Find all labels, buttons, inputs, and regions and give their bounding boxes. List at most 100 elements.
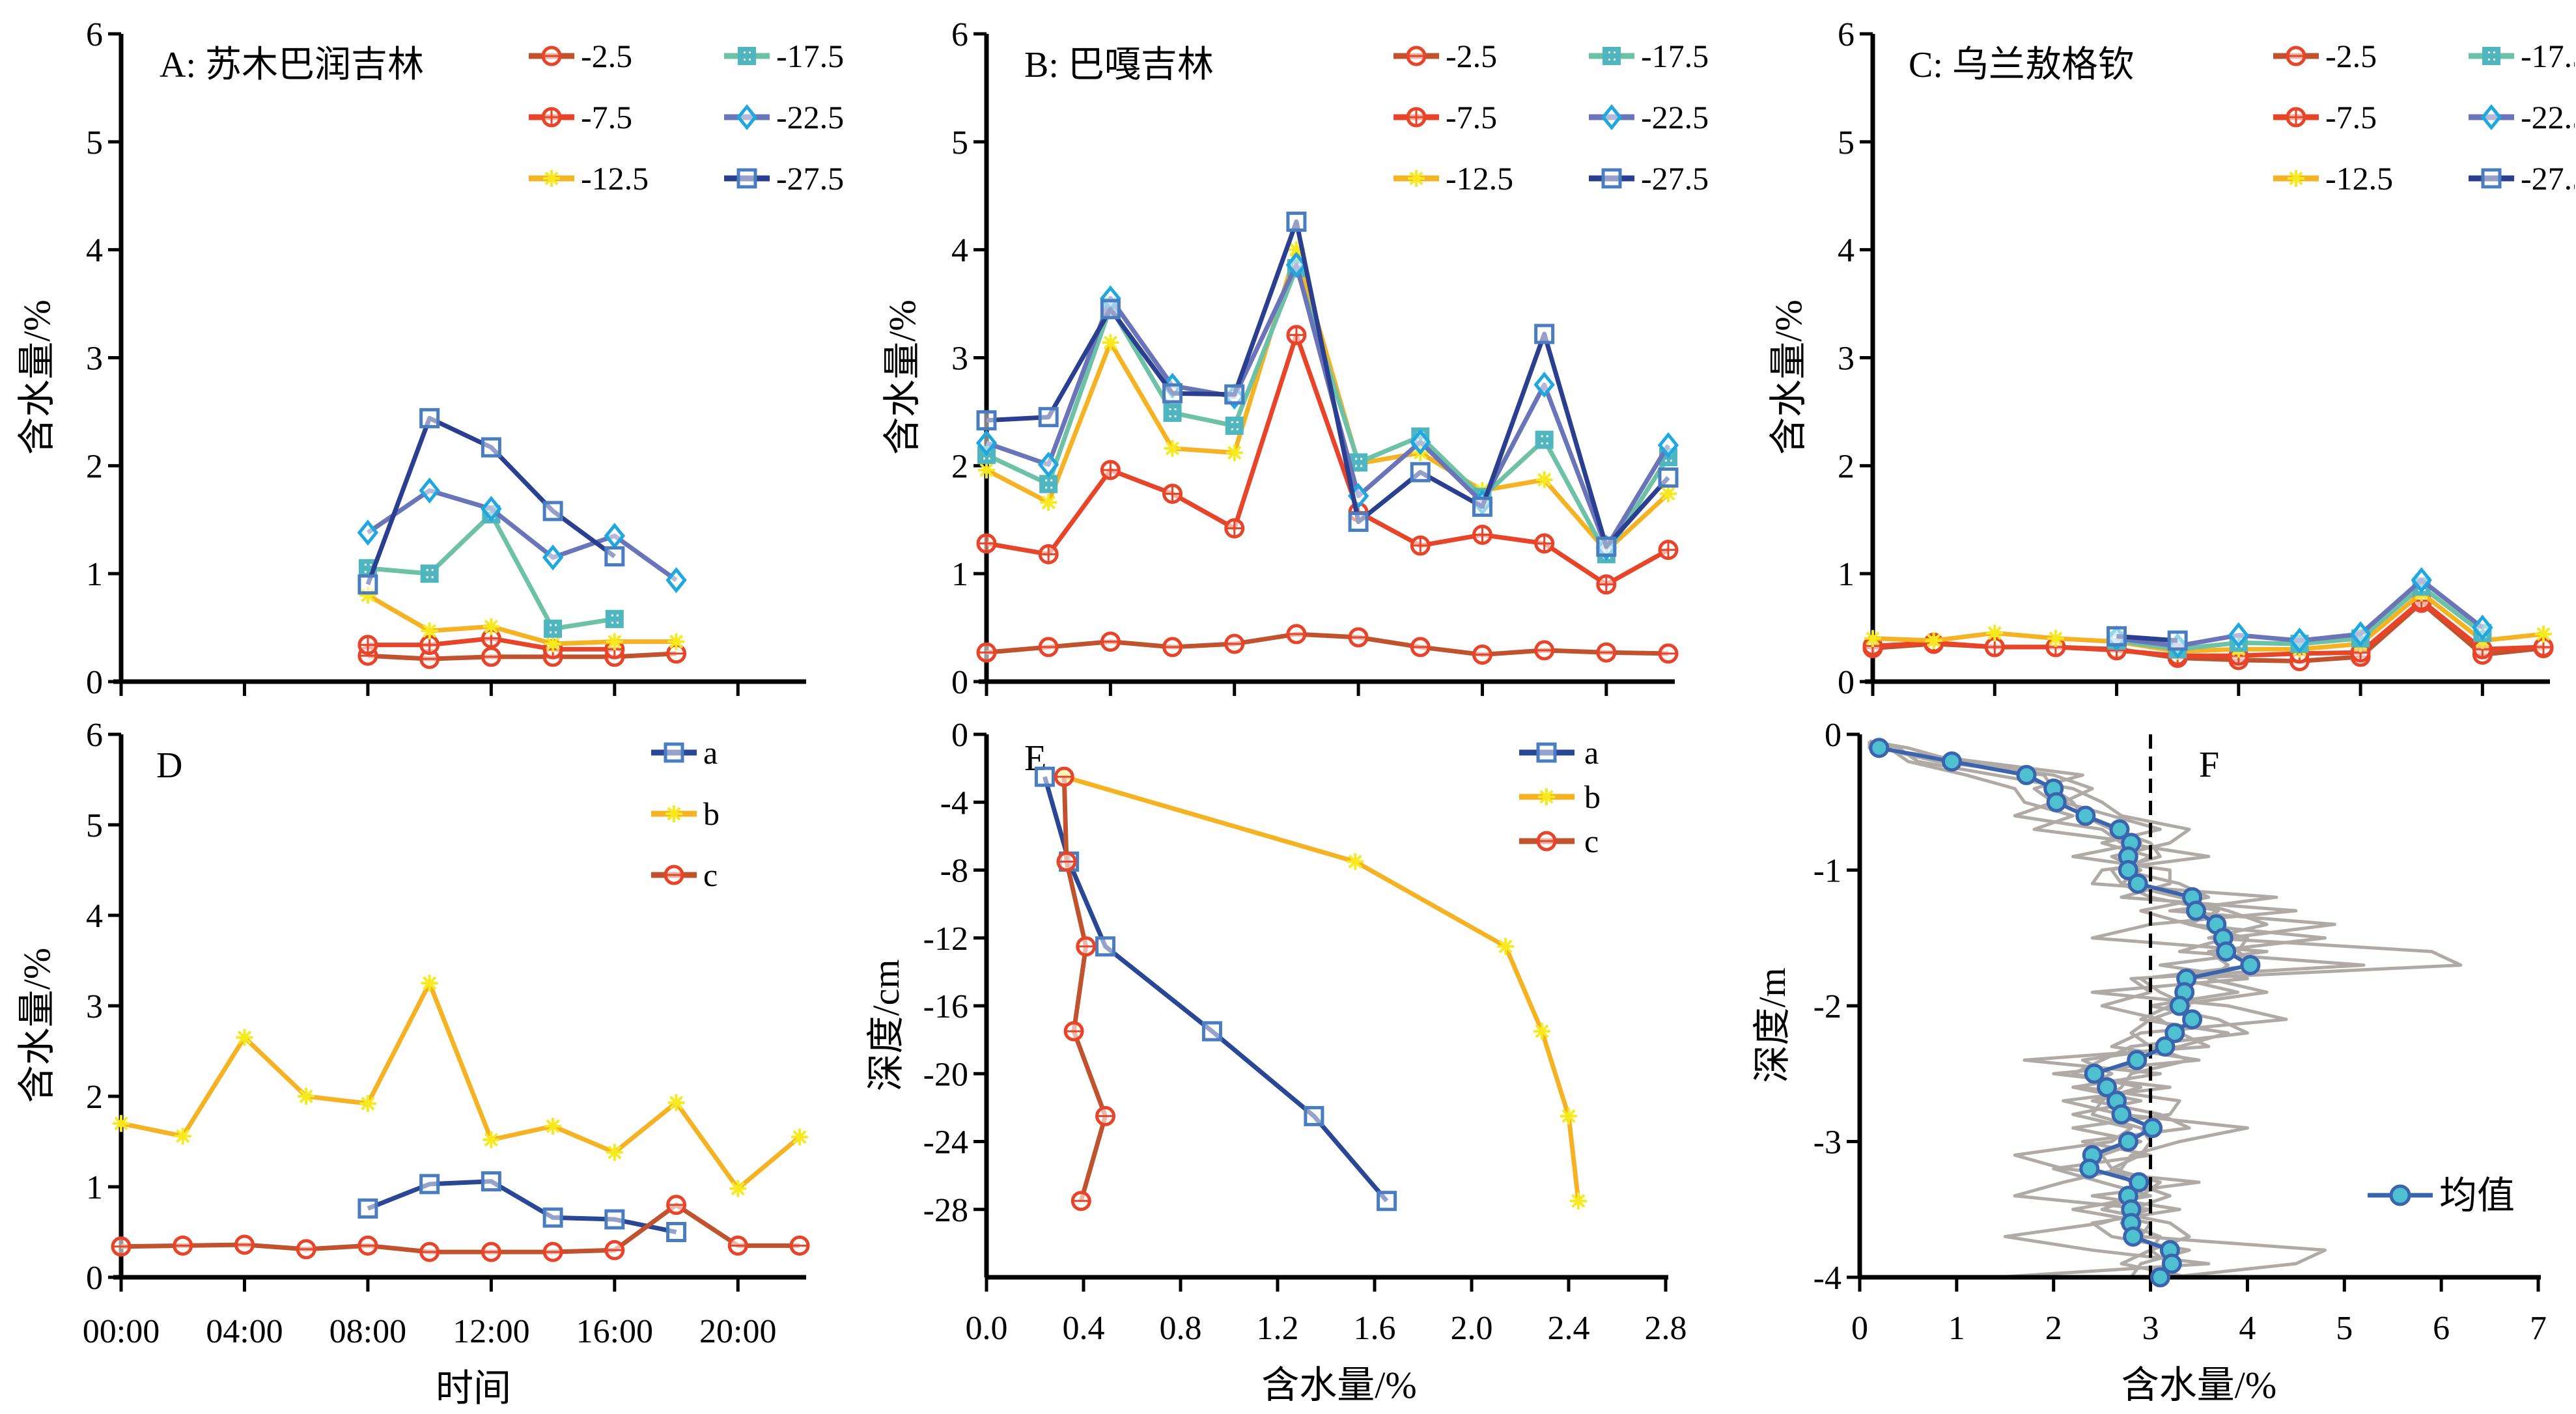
data-point [979, 463, 994, 477]
data-point [1498, 939, 1513, 954]
data-point [484, 619, 498, 634]
legend-marker [664, 742, 684, 763]
panel-b: 012345600:0004:0008:0012:0016:0020:00时间含… [858, 0, 1716, 707]
legend-marker [2480, 104, 2502, 130]
data-point [2107, 626, 2127, 646]
legend-label: -27.5 [776, 160, 844, 197]
y-tick-label: -1 [1813, 853, 1841, 890]
data-point [1037, 451, 1059, 478]
data-point [1304, 1105, 1324, 1126]
legend-label: -17.5 [776, 38, 844, 74]
data-point-dot [1169, 415, 1171, 418]
series-a [357, 1171, 687, 1242]
data-point [604, 546, 625, 567]
data-point-dot [616, 614, 619, 617]
y-tick-label: 1 [1838, 556, 1855, 593]
y-tick-label: 3 [86, 340, 103, 378]
legend-marker [1536, 742, 1557, 763]
x-tick-label: 16:00 [576, 1313, 653, 1350]
data-point [1162, 383, 1183, 404]
legend-label: a [1584, 734, 1599, 771]
legend-marker [2481, 168, 2502, 189]
legend-label: -27.5 [2521, 160, 2575, 197]
series-line [1872, 590, 2544, 654]
y-tick-label: 1 [86, 556, 103, 593]
data-point [669, 635, 684, 649]
data-point-dot [611, 621, 613, 624]
data-point-dot [616, 621, 619, 624]
data-point-dot [2423, 589, 2426, 592]
legend-item--17.5: -17.5 [2469, 38, 2575, 74]
series--22.5 [357, 477, 687, 594]
data-point [608, 635, 622, 649]
data-point [2142, 1118, 2163, 1139]
legend-item--22.5: -22.5 [1589, 99, 1709, 135]
y-tick-label: 3 [86, 988, 103, 1025]
data-point-dot [1665, 460, 1667, 462]
legend-label: -12.5 [581, 160, 649, 197]
data-point [604, 1209, 625, 1230]
legend-label: -17.5 [1641, 38, 1709, 74]
data-point-dot [611, 614, 613, 617]
data-point [1286, 212, 1307, 232]
data-point [1661, 486, 1675, 501]
legend-label: -17.5 [2521, 38, 2575, 74]
x-tick-label: 0.0 [966, 1310, 1008, 1347]
data-point [419, 1174, 440, 1195]
data-point [2411, 567, 2432, 594]
data-point [1165, 441, 1180, 456]
data-point [1987, 626, 2002, 640]
y-tick-label: 5 [86, 807, 103, 844]
legend-label: -7.5 [1446, 99, 1497, 135]
legend-label: -2.5 [581, 38, 632, 74]
data-point [665, 567, 687, 594]
data-point-dot [1355, 465, 1358, 467]
y-axis-label: 深度/m [1751, 967, 1793, 1083]
panel-e: 0 -4 -8 -12 -16 -20 -24 -28 0.0 0.4 0.8 1.2 1.6 2.0 2.… [858, 707, 1716, 1414]
y-axis-label: 深度/cm [865, 960, 907, 1092]
legend-marker [736, 104, 758, 130]
data-point-dot [988, 457, 990, 460]
legend-label: c [703, 857, 718, 893]
data-point [1348, 854, 1362, 869]
legend-marker [1539, 790, 1554, 804]
profile-line-gray [1868, 740, 2259, 1279]
data-point-dot [1355, 458, 1358, 460]
data-point [605, 609, 624, 628]
series-line [1063, 774, 1581, 1202]
panel-a: 012345600:0004:0008:0012:0016:0020:00时间含… [0, 0, 858, 707]
legend-label: -2.5 [1446, 38, 1497, 74]
data-point [604, 523, 626, 549]
data-point [546, 1119, 560, 1133]
y-tick-label: 6 [86, 16, 103, 53]
data-point [1657, 432, 1679, 458]
data-point [357, 520, 379, 546]
data-point-dot [2240, 645, 2243, 648]
series-line [986, 631, 1669, 658]
x-tick-label: 0.4 [1063, 1310, 1105, 1347]
data-point [1039, 475, 1058, 493]
chart-b: 012345600:0004:0008:0012:0016:0020:00时间含… [881, 16, 1709, 701]
data-point [1537, 473, 1552, 487]
series-line [1872, 598, 2544, 658]
legend-label: -12.5 [1446, 160, 1513, 197]
series-line [1043, 776, 1389, 1202]
series--2.5 [976, 624, 1679, 665]
series-mean [1869, 738, 2261, 1288]
data-point [1596, 536, 1617, 557]
data-point [1534, 324, 1555, 344]
data-point [481, 437, 501, 458]
panel-title: D [156, 745, 182, 786]
series-line [120, 1202, 800, 1255]
legend-label: a [703, 734, 718, 771]
y-tick-label: -20 [923, 1056, 968, 1093]
data-point [2129, 1172, 2149, 1193]
data-point [2349, 621, 2372, 647]
data-point [2097, 1077, 2118, 1098]
legend-item--22.5: -22.5 [724, 99, 844, 135]
legend-item--27.5: -27.5 [724, 160, 844, 197]
y-tick-label: 1 [951, 556, 968, 593]
data-point-dot [426, 569, 428, 572]
x-tick-label: 04:00 [206, 1313, 283, 1350]
y-tick-label: 0 [1838, 664, 1855, 701]
